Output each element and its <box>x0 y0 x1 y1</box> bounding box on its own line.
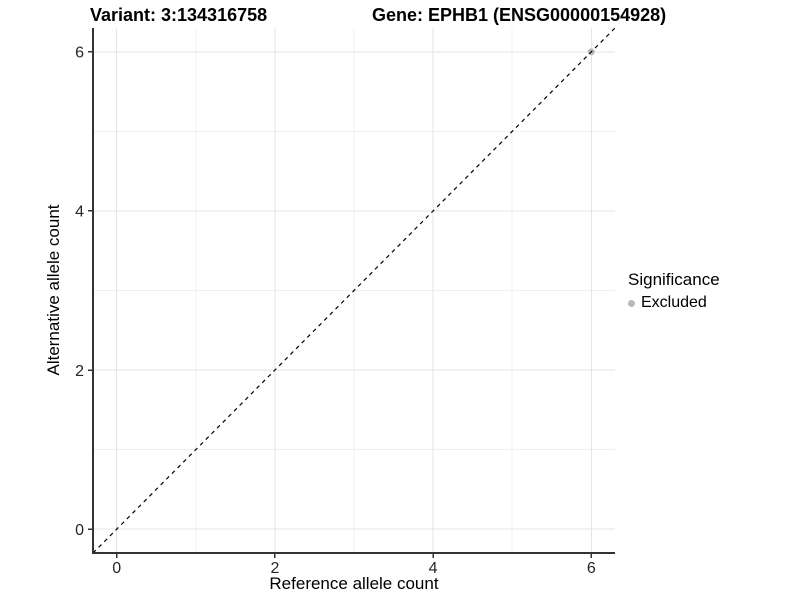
x-tick-label: 0 <box>112 560 121 577</box>
legend-item-label: Excluded <box>641 294 707 311</box>
y-tick-label: 4 <box>75 204 84 221</box>
y-axis-title: Alternative allele count <box>44 204 63 376</box>
legend: Significance Excluded <box>628 270 720 312</box>
legend-item-excluded: Excluded <box>628 294 720 312</box>
x-tick-label: 4 <box>429 560 438 577</box>
x-tick-label: 2 <box>270 560 279 577</box>
y-tick-label: 0 <box>75 522 84 539</box>
variant-title: Variant: 3:134316758 <box>90 5 268 25</box>
y-tick-label: 2 <box>75 363 84 380</box>
legend-title: Significance <box>628 270 720 289</box>
identity-line <box>92 27 616 554</box>
legend-point-icon <box>628 299 635 307</box>
gene-title: Gene: EPHB1 (ENSG00000154928) <box>372 5 667 25</box>
y-tick-label: 6 <box>75 45 84 62</box>
x-axis-title: Reference allele count <box>269 574 439 593</box>
x-tick-label: 6 <box>587 560 596 577</box>
